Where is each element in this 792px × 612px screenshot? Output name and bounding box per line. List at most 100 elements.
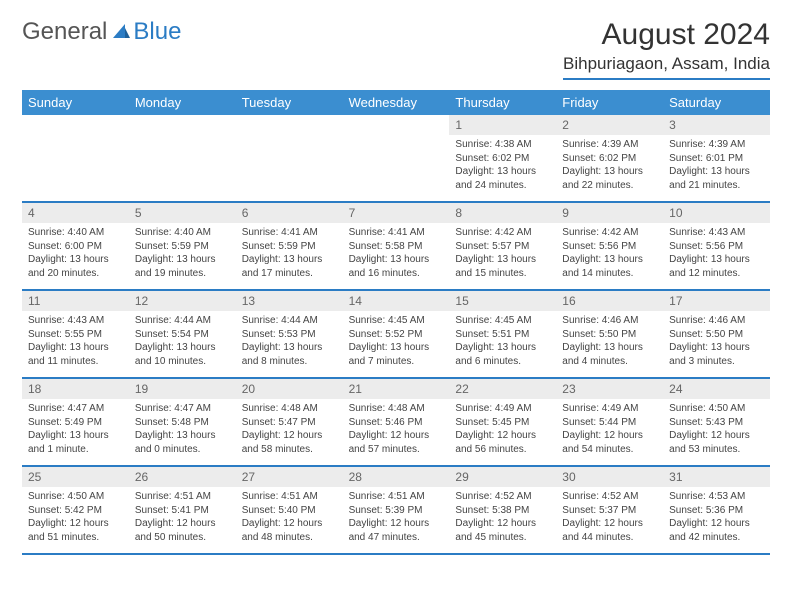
sunrise-text: Sunrise: 4:46 AM — [562, 314, 657, 328]
calendar-week: 25Sunrise: 4:50 AMSunset: 5:42 PMDayligh… — [22, 467, 770, 555]
day-body: Sunrise: 4:41 AMSunset: 5:58 PMDaylight:… — [343, 223, 450, 286]
daylight-text: Daylight: 13 hours and 21 minutes. — [669, 165, 764, 192]
day-body: Sunrise: 4:44 AMSunset: 5:53 PMDaylight:… — [236, 311, 343, 374]
sunset-text: Sunset: 5:54 PM — [135, 328, 230, 342]
calendar-cell: 7Sunrise: 4:41 AMSunset: 5:58 PMDaylight… — [343, 203, 450, 289]
sunrise-text: Sunrise: 4:39 AM — [669, 138, 764, 152]
calendar-cell: 25Sunrise: 4:50 AMSunset: 5:42 PMDayligh… — [22, 467, 129, 553]
calendar-cell: 24Sunrise: 4:50 AMSunset: 5:43 PMDayligh… — [663, 379, 770, 465]
sunset-text: Sunset: 5:59 PM — [135, 240, 230, 254]
sunrise-text: Sunrise: 4:44 AM — [135, 314, 230, 328]
sunset-text: Sunset: 5:40 PM — [242, 504, 337, 518]
day-number: 20 — [236, 379, 343, 399]
sunrise-text: Sunrise: 4:46 AM — [669, 314, 764, 328]
sunrise-text: Sunrise: 4:40 AM — [28, 226, 123, 240]
day-body: Sunrise: 4:49 AMSunset: 5:45 PMDaylight:… — [449, 399, 556, 462]
calendar-cell: . — [129, 115, 236, 201]
day-body: Sunrise: 4:39 AMSunset: 6:01 PMDaylight:… — [663, 135, 770, 198]
day-number: 13 — [236, 291, 343, 311]
day-body: Sunrise: 4:51 AMSunset: 5:39 PMDaylight:… — [343, 487, 450, 550]
calendar-cell: 27Sunrise: 4:51 AMSunset: 5:40 PMDayligh… — [236, 467, 343, 553]
day-number: 18 — [22, 379, 129, 399]
sunset-text: Sunset: 5:46 PM — [349, 416, 444, 430]
day-body: Sunrise: 4:40 AMSunset: 6:00 PMDaylight:… — [22, 223, 129, 286]
day-number: 3 — [663, 115, 770, 135]
sunset-text: Sunset: 5:39 PM — [349, 504, 444, 518]
daylight-text: Daylight: 12 hours and 45 minutes. — [455, 517, 550, 544]
day-body: Sunrise: 4:50 AMSunset: 5:42 PMDaylight:… — [22, 487, 129, 550]
daylight-text: Daylight: 12 hours and 42 minutes. — [669, 517, 764, 544]
sunset-text: Sunset: 5:47 PM — [242, 416, 337, 430]
calendar-cell: 5Sunrise: 4:40 AMSunset: 5:59 PMDaylight… — [129, 203, 236, 289]
calendar-cell: 4Sunrise: 4:40 AMSunset: 6:00 PMDaylight… — [22, 203, 129, 289]
day-number: 10 — [663, 203, 770, 223]
logo-text-1: General — [22, 18, 107, 46]
day-body: Sunrise: 4:52 AMSunset: 5:37 PMDaylight:… — [556, 487, 663, 550]
day-body — [343, 135, 450, 144]
day-number: 8 — [449, 203, 556, 223]
logo-text-2: Blue — [133, 18, 181, 46]
day-body: Sunrise: 4:38 AMSunset: 6:02 PMDaylight:… — [449, 135, 556, 198]
sunrise-text: Sunrise: 4:49 AM — [562, 402, 657, 416]
day-body: Sunrise: 4:46 AMSunset: 5:50 PMDaylight:… — [556, 311, 663, 374]
day-body: Sunrise: 4:40 AMSunset: 5:59 PMDaylight:… — [129, 223, 236, 286]
calendar-cell: 19Sunrise: 4:47 AMSunset: 5:48 PMDayligh… — [129, 379, 236, 465]
sunset-text: Sunset: 5:56 PM — [562, 240, 657, 254]
sunset-text: Sunset: 5:45 PM — [455, 416, 550, 430]
day-body: Sunrise: 4:47 AMSunset: 5:48 PMDaylight:… — [129, 399, 236, 462]
calendar-week: ....1Sunrise: 4:38 AMSunset: 6:02 PMDayl… — [22, 115, 770, 203]
daylight-text: Daylight: 13 hours and 16 minutes. — [349, 253, 444, 280]
location-label: Bihpuriagaon, Assam, India — [563, 54, 770, 80]
calendar-cell: 10Sunrise: 4:43 AMSunset: 5:56 PMDayligh… — [663, 203, 770, 289]
daylight-text: Daylight: 12 hours and 58 minutes. — [242, 429, 337, 456]
sunset-text: Sunset: 5:53 PM — [242, 328, 337, 342]
day-number: 5 — [129, 203, 236, 223]
calendar-cell: 2Sunrise: 4:39 AMSunset: 6:02 PMDaylight… — [556, 115, 663, 201]
calendar-cell: 6Sunrise: 4:41 AMSunset: 5:59 PMDaylight… — [236, 203, 343, 289]
sunset-text: Sunset: 5:38 PM — [455, 504, 550, 518]
sunrise-text: Sunrise: 4:48 AM — [349, 402, 444, 416]
sunrise-text: Sunrise: 4:50 AM — [28, 490, 123, 504]
calendar-cell: 29Sunrise: 4:52 AMSunset: 5:38 PMDayligh… — [449, 467, 556, 553]
calendar-cell: 23Sunrise: 4:49 AMSunset: 5:44 PMDayligh… — [556, 379, 663, 465]
calendar-cell: . — [343, 115, 450, 201]
sunrise-text: Sunrise: 4:51 AM — [135, 490, 230, 504]
calendar-cell: 15Sunrise: 4:45 AMSunset: 5:51 PMDayligh… — [449, 291, 556, 377]
sunset-text: Sunset: 5:41 PM — [135, 504, 230, 518]
daylight-text: Daylight: 13 hours and 14 minutes. — [562, 253, 657, 280]
day-body: Sunrise: 4:50 AMSunset: 5:43 PMDaylight:… — [663, 399, 770, 462]
daylight-text: Daylight: 13 hours and 19 minutes. — [135, 253, 230, 280]
day-number: 12 — [129, 291, 236, 311]
weekday-label: Sunday — [22, 90, 129, 115]
day-body: Sunrise: 4:46 AMSunset: 5:50 PMDaylight:… — [663, 311, 770, 374]
daylight-text: Daylight: 13 hours and 11 minutes. — [28, 341, 123, 368]
calendar-cell: 9Sunrise: 4:42 AMSunset: 5:56 PMDaylight… — [556, 203, 663, 289]
calendar-cell: . — [236, 115, 343, 201]
day-body: Sunrise: 4:52 AMSunset: 5:38 PMDaylight:… — [449, 487, 556, 550]
day-body — [129, 135, 236, 144]
day-number: 26 — [129, 467, 236, 487]
sunset-text: Sunset: 5:44 PM — [562, 416, 657, 430]
calendar-cell: 1Sunrise: 4:38 AMSunset: 6:02 PMDaylight… — [449, 115, 556, 201]
daylight-text: Daylight: 12 hours and 57 minutes. — [349, 429, 444, 456]
day-number: 4 — [22, 203, 129, 223]
sunrise-text: Sunrise: 4:39 AM — [562, 138, 657, 152]
daylight-text: Daylight: 13 hours and 10 minutes. — [135, 341, 230, 368]
daylight-text: Daylight: 12 hours and 53 minutes. — [669, 429, 764, 456]
calendar-cell: 22Sunrise: 4:49 AMSunset: 5:45 PMDayligh… — [449, 379, 556, 465]
daylight-text: Daylight: 12 hours and 51 minutes. — [28, 517, 123, 544]
day-number: 27 — [236, 467, 343, 487]
sunset-text: Sunset: 5:59 PM — [242, 240, 337, 254]
daylight-text: Daylight: 13 hours and 12 minutes. — [669, 253, 764, 280]
calendar-cell: 13Sunrise: 4:44 AMSunset: 5:53 PMDayligh… — [236, 291, 343, 377]
calendar-cell: 28Sunrise: 4:51 AMSunset: 5:39 PMDayligh… — [343, 467, 450, 553]
day-body: Sunrise: 4:42 AMSunset: 5:56 PMDaylight:… — [556, 223, 663, 286]
daylight-text: Daylight: 13 hours and 22 minutes. — [562, 165, 657, 192]
sunset-text: Sunset: 5:42 PM — [28, 504, 123, 518]
day-body: Sunrise: 4:45 AMSunset: 5:52 PMDaylight:… — [343, 311, 450, 374]
daylight-text: Daylight: 13 hours and 8 minutes. — [242, 341, 337, 368]
sunset-text: Sunset: 5:37 PM — [562, 504, 657, 518]
day-number: 22 — [449, 379, 556, 399]
sunrise-text: Sunrise: 4:41 AM — [242, 226, 337, 240]
sunset-text: Sunset: 6:01 PM — [669, 152, 764, 166]
